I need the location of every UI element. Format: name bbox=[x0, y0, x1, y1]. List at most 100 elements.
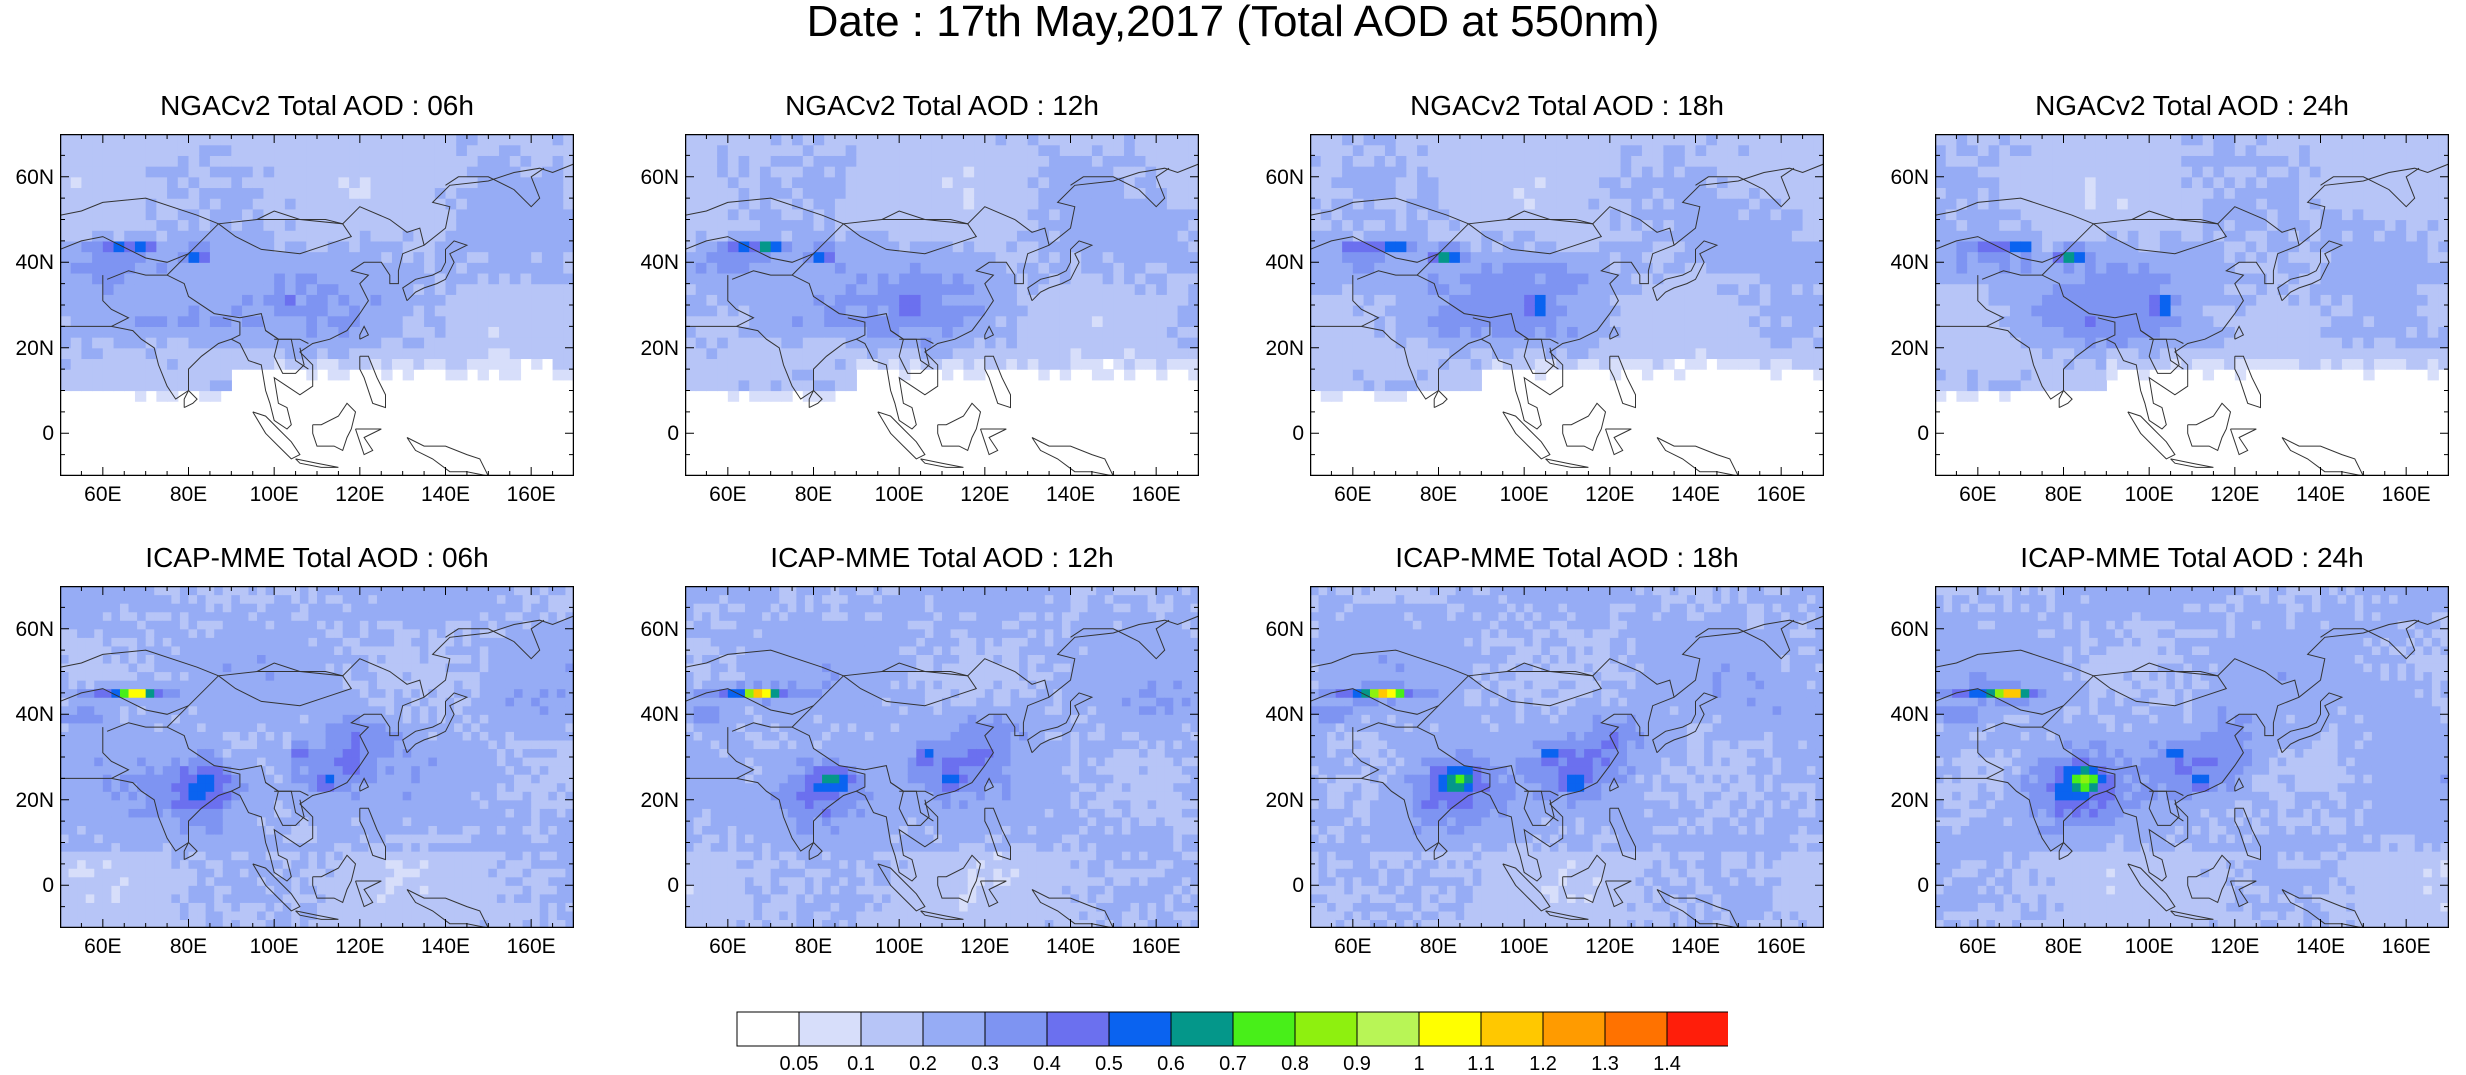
panel-title: ICAP-MME Total AOD : 24h bbox=[1935, 544, 2449, 572]
colorbar-swatch bbox=[1047, 1012, 1109, 1046]
lat-tick-label: 40N bbox=[1875, 252, 1929, 273]
lon-tick-label: 160E bbox=[1741, 484, 1821, 505]
aod-map bbox=[1935, 586, 2449, 928]
lat-tick-label: 0 bbox=[1250, 423, 1304, 444]
lat-tick-label: 0 bbox=[0, 875, 54, 896]
aod-map bbox=[1935, 134, 2449, 476]
lat-tick-label: 20N bbox=[1875, 790, 1929, 811]
lat-tick-label: 0 bbox=[625, 875, 679, 896]
lon-tick-label: 120E bbox=[320, 936, 400, 957]
colorbar-swatch bbox=[1667, 1012, 1728, 1046]
aod-map bbox=[685, 134, 1199, 476]
lon-tick-label: 60E bbox=[688, 484, 768, 505]
lat-tick-label: 60N bbox=[1250, 619, 1304, 640]
lon-tick-label: 60E bbox=[1938, 936, 2018, 957]
aod-colorbar bbox=[736, 1011, 1728, 1047]
colorbar-label: 0.1 bbox=[831, 1054, 891, 1074]
colorbar-label: 0.05 bbox=[769, 1054, 829, 1074]
lat-tick-label: 0 bbox=[1875, 423, 1929, 444]
lat-tick-label: 60N bbox=[625, 619, 679, 640]
lat-tick-label: 0 bbox=[625, 423, 679, 444]
lon-tick-label: 140E bbox=[2281, 484, 2361, 505]
lat-tick-label: 0 bbox=[1875, 875, 1929, 896]
lat-tick-label: 60N bbox=[0, 167, 54, 188]
lon-tick-label: 140E bbox=[1656, 484, 1736, 505]
panel-title: ICAP-MME Total AOD : 06h bbox=[60, 544, 574, 572]
aod-map bbox=[1310, 134, 1824, 476]
map-panel: ICAP-MME Total AOD : 24h 60N 40N 20N 0 60E 80E… bbox=[1875, 544, 2466, 994]
lat-tick-label: 20N bbox=[1250, 338, 1304, 359]
panel-title: NGACv2 Total AOD : 12h bbox=[685, 92, 1199, 120]
lon-tick-label: 140E bbox=[1031, 484, 1111, 505]
lon-tick-label: 100E bbox=[2109, 484, 2189, 505]
colorbar-swatch bbox=[923, 1012, 985, 1046]
lon-tick-label: 160E bbox=[1741, 936, 1821, 957]
lat-tick-label: 20N bbox=[625, 790, 679, 811]
lon-tick-label: 80E bbox=[149, 484, 229, 505]
colorbar-swatch bbox=[737, 1012, 799, 1046]
lon-tick-label: 100E bbox=[1484, 484, 1564, 505]
colorbar-label: 0.2 bbox=[893, 1054, 953, 1074]
colorbar-label: 0.3 bbox=[955, 1054, 1015, 1074]
colorbar-swatch bbox=[1419, 1012, 1481, 1046]
lon-tick-label: 100E bbox=[234, 484, 314, 505]
panel-title: NGACv2 Total AOD : 18h bbox=[1310, 92, 1824, 120]
lon-tick-label: 80E bbox=[2024, 936, 2104, 957]
colorbar-label: 1.4 bbox=[1637, 1054, 1697, 1074]
lon-tick-label: 80E bbox=[149, 936, 229, 957]
aod-field bbox=[1310, 134, 1824, 402]
lon-tick-label: 120E bbox=[945, 484, 1025, 505]
lon-tick-label: 100E bbox=[234, 936, 314, 957]
lat-tick-label: 40N bbox=[0, 252, 54, 273]
lon-tick-label: 120E bbox=[945, 936, 1025, 957]
colorbar-label: 1.3 bbox=[1575, 1054, 1635, 1074]
lat-tick-label: 40N bbox=[0, 704, 54, 725]
colorbar-swatch bbox=[799, 1012, 861, 1046]
colorbar-label: 0.6 bbox=[1141, 1054, 1201, 1074]
lon-tick-label: 120E bbox=[2195, 484, 2275, 505]
aod-map bbox=[685, 586, 1199, 928]
aod-field bbox=[60, 134, 574, 402]
lon-tick-label: 140E bbox=[406, 936, 486, 957]
lon-tick-label: 160E bbox=[491, 484, 571, 505]
panel-title: ICAP-MME Total AOD : 12h bbox=[685, 544, 1199, 572]
lat-tick-label: 40N bbox=[625, 252, 679, 273]
aod-map bbox=[60, 586, 574, 928]
lat-tick-label: 0 bbox=[0, 423, 54, 444]
lon-tick-label: 120E bbox=[1570, 484, 1650, 505]
lon-tick-label: 80E bbox=[774, 936, 854, 957]
panel-title: NGACv2 Total AOD : 06h bbox=[60, 92, 574, 120]
colorbar-swatch bbox=[861, 1012, 923, 1046]
colorbar-label: 0.7 bbox=[1203, 1054, 1263, 1074]
lat-tick-label: 40N bbox=[1875, 704, 1929, 725]
lat-tick-label: 40N bbox=[1250, 252, 1304, 273]
lon-tick-label: 80E bbox=[2024, 484, 2104, 505]
colorbar-label: 1.1 bbox=[1451, 1054, 1511, 1074]
colorbar-label: 0.4 bbox=[1017, 1054, 1077, 1074]
aod-map bbox=[1310, 586, 1824, 928]
aod-map bbox=[60, 134, 574, 476]
lon-tick-label: 60E bbox=[1313, 936, 1393, 957]
panel-title: NGACv2 Total AOD : 24h bbox=[1935, 92, 2449, 120]
colorbar-swatch bbox=[985, 1012, 1047, 1046]
colorbar-label: 0.9 bbox=[1327, 1054, 1387, 1074]
lon-tick-label: 140E bbox=[406, 484, 486, 505]
lon-tick-label: 80E bbox=[774, 484, 854, 505]
lat-tick-label: 60N bbox=[1875, 619, 1929, 640]
lat-tick-label: 40N bbox=[625, 704, 679, 725]
lon-tick-label: 120E bbox=[2195, 936, 2275, 957]
lon-tick-label: 80E bbox=[1399, 484, 1479, 505]
lon-tick-label: 160E bbox=[1116, 484, 1196, 505]
colorbar-label: 0.5 bbox=[1079, 1054, 1139, 1074]
lat-tick-label: 0 bbox=[1250, 875, 1304, 896]
colorbar-swatch bbox=[1171, 1012, 1233, 1046]
colorbar-swatch bbox=[1543, 1012, 1605, 1046]
lat-tick-label: 20N bbox=[1875, 338, 1929, 359]
